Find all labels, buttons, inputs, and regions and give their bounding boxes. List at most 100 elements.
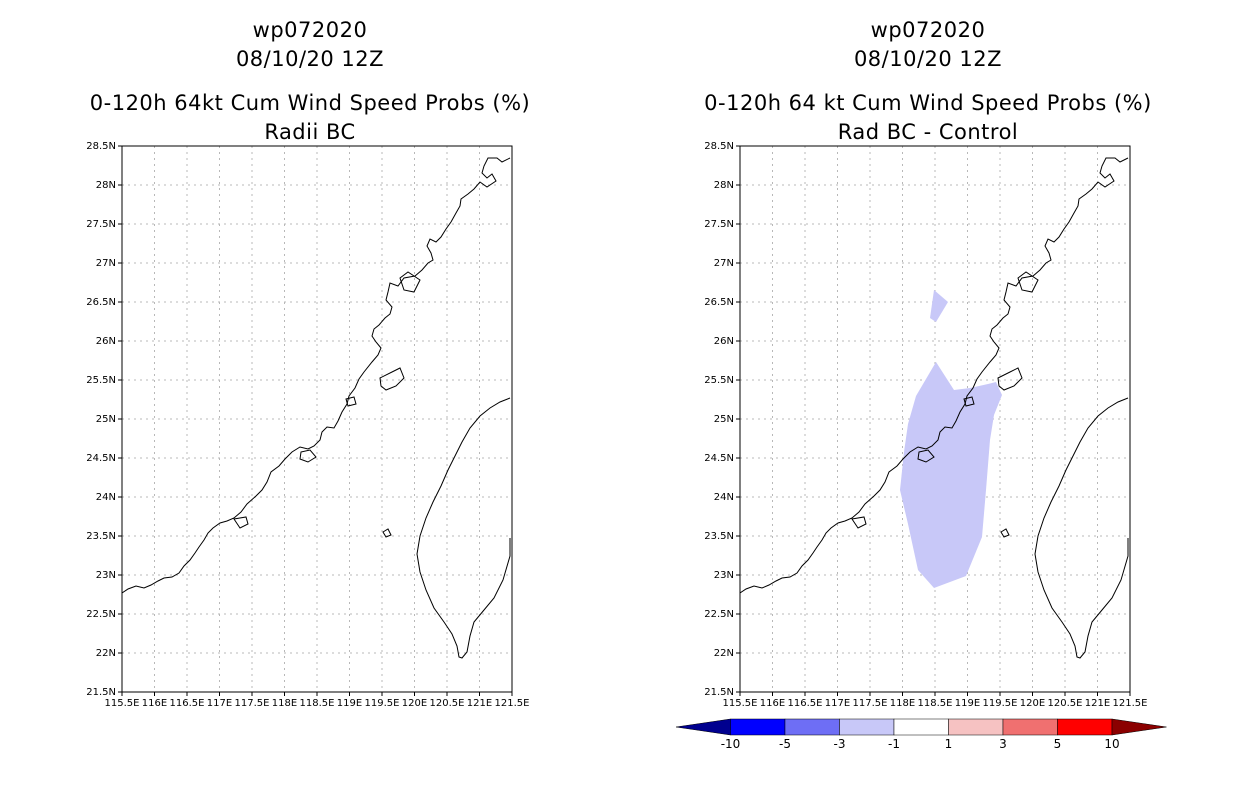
lon-label: 116E [760, 698, 785, 709]
lat-label: 26.5N [86, 297, 116, 308]
lat-label: 27.5N [704, 219, 734, 230]
lat-label: 26N [96, 336, 116, 347]
left-product-subtitle: Radii BC [264, 120, 356, 144]
lon-label: 121.5E [1113, 698, 1148, 709]
island-pingtan [399, 271, 421, 293]
lon-label: 120.5E [1048, 698, 1083, 709]
lat-label: 21.5N [704, 687, 734, 698]
right-map-axes: 28.5N 28N 27.5N 27N 26.5N 26N 25.5N 25N 24.5N 24N… [704, 141, 1147, 709]
difference-area-main [900, 362, 1002, 588]
lon-label: 119E [955, 698, 980, 709]
colorbar-swatch [893, 718, 949, 736]
lon-label: 117E [825, 698, 850, 709]
lon-label: 118.5E [300, 698, 335, 709]
lat-label: 22N [714, 648, 734, 659]
lat-label: 22.5N [86, 609, 116, 620]
lon-label: 117.5E [235, 698, 270, 709]
difference-area-north [930, 290, 948, 322]
colorbar-label: 3 [999, 737, 1007, 751]
lat-label: 23.5N [704, 531, 734, 542]
lat-label: 24.5N [704, 453, 734, 464]
colorbar-triangle-low [675, 718, 731, 736]
lat-label: 27.5N [86, 219, 116, 230]
island-xiamen [299, 449, 317, 463]
right-coastline [739, 157, 1129, 659]
colorbar-label: 5 [1054, 737, 1062, 751]
left-map: 28.5N 28N 27.5N 27N 26.5N 26N 25.5N 25N 24.5N 24N… [86, 141, 529, 709]
lon-label: 115.5E [105, 698, 140, 709]
right-difference-fill [900, 290, 1002, 588]
lon-label: 120E [1020, 698, 1045, 709]
left-coastline [121, 157, 511, 659]
lon-label: 117E [207, 698, 232, 709]
right-product-title: 0-120h 64 kt Cum Wind Speed Probs (%) [704, 91, 1152, 115]
lat-label: 23N [96, 570, 116, 581]
right-map-frame [739, 145, 1131, 693]
lon-label: 116.5E [788, 698, 823, 709]
lat-label: 28.5N [86, 141, 116, 152]
colorbar-label: -1 [888, 737, 900, 751]
colorbar-swatch [784, 718, 840, 736]
lon-label: 116E [142, 698, 167, 709]
lat-label: 27N [96, 258, 116, 269]
lon-label: 116.5E [170, 698, 205, 709]
colorbar-swatch [1002, 718, 1058, 736]
colorbar: -10 -5 -3 -1 1 3 5 10 [675, 718, 1167, 751]
colorbar-label: -10 [721, 737, 741, 751]
lat-label: 24N [714, 492, 734, 503]
taiwan-island [1034, 397, 1129, 659]
lat-label: 24N [96, 492, 116, 503]
colorbar-swatch [1057, 718, 1113, 736]
right-title-block: wp072020 08/10/20 12Z [728, 16, 1128, 74]
lon-label: 121E [467, 698, 492, 709]
lon-label: 118.5E [918, 698, 953, 709]
left-map-grid [122, 146, 512, 692]
colorbar-label: 10 [1104, 737, 1119, 751]
left-product-title: 0-120h 64kt Cum Wind Speed Probs (%) [89, 91, 531, 115]
lon-label: 118E [890, 698, 915, 709]
left-storm-id: wp072020 [252, 18, 368, 42]
island-nanri [345, 396, 357, 407]
lon-label: 117.5E [853, 698, 888, 709]
lon-label: 121E [1085, 698, 1110, 709]
left-subtitle-block: 0-120h 64kt Cum Wind Speed Probs (%) Rad… [40, 89, 580, 147]
right-storm-id: wp072020 [870, 18, 986, 42]
lat-label: 28N [714, 180, 734, 191]
island-dongshan [233, 516, 249, 529]
island-nanri [963, 396, 975, 407]
island-haitan [997, 367, 1023, 391]
colorbar-triangle-high [1111, 718, 1167, 736]
lat-label: 28.5N [704, 141, 734, 152]
lon-label: 119E [337, 698, 362, 709]
left-date: 08/10/20 12Z [235, 47, 385, 71]
island-haitan [379, 367, 405, 391]
lon-label: 115.5E [723, 698, 758, 709]
colorbar-label: 1 [945, 737, 953, 751]
lat-label: 24.5N [86, 453, 116, 464]
lon-label: 118E [272, 698, 297, 709]
lat-label: 28N [96, 180, 116, 191]
left-map-axes: 28.5N 28N 27.5N 27N 26.5N 26N 25.5N 25N 24.5N 24N… [86, 141, 529, 709]
lat-label: 23.5N [86, 531, 116, 542]
lat-label: 23N [714, 570, 734, 581]
left-title-block: wp072020 08/10/20 12Z [110, 16, 510, 74]
right-date: 08/10/20 12Z [853, 47, 1003, 71]
right-map: 28.5N 28N 27.5N 27N 26.5N 26N 25.5N 25N 24.5N 24N… [675, 141, 1167, 751]
lat-label: 22.5N [704, 609, 734, 620]
lon-label: 119.5E [365, 698, 400, 709]
lat-label: 25.5N [86, 375, 116, 386]
colorbar-swatch [730, 718, 786, 736]
right-map-grid [740, 146, 1130, 692]
penghu-islands [1000, 528, 1010, 538]
colorbar-swatch [948, 718, 1004, 736]
island-dongshan [851, 516, 867, 529]
island-pingtan [1017, 271, 1039, 293]
island-xiamen [917, 449, 935, 463]
lat-label: 26.5N [704, 297, 734, 308]
right-subtitle-block: 0-120h 64 kt Cum Wind Speed Probs (%) Ra… [658, 89, 1198, 147]
lat-label: 27N [714, 258, 734, 269]
china-coastline [121, 157, 511, 600]
lat-label: 22N [96, 648, 116, 659]
lon-label: 121.5E [495, 698, 530, 709]
china-coastline [739, 157, 1129, 600]
